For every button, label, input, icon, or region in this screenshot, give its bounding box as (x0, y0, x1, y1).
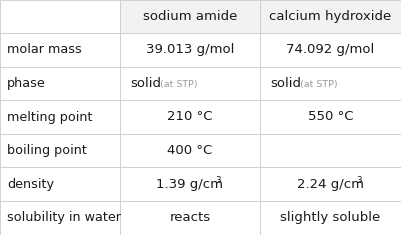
Text: 39.013 g/mol: 39.013 g/mol (146, 43, 234, 56)
Bar (260, 167, 401, 201)
Text: melting point: melting point (7, 110, 93, 124)
Text: 3: 3 (356, 176, 362, 185)
Bar (0, 67, 120, 100)
Text: 2.24 g/cm: 2.24 g/cm (297, 178, 364, 191)
Bar (260, 0, 401, 33)
Text: 3: 3 (216, 176, 221, 185)
Text: phase: phase (7, 77, 46, 90)
Text: (at STP): (at STP) (300, 80, 338, 89)
Bar (260, 201, 401, 235)
Bar (0, 0, 120, 33)
Bar (260, 67, 401, 100)
Bar (0, 134, 120, 167)
Bar (120, 0, 260, 33)
Bar (0, 167, 120, 201)
Bar (0, 33, 120, 67)
Text: sodium amide: sodium amide (143, 10, 237, 23)
Text: (at STP): (at STP) (160, 80, 198, 89)
Text: calcium hydroxide: calcium hydroxide (269, 10, 392, 23)
Text: 400 °C: 400 °C (167, 144, 213, 157)
Text: molar mass: molar mass (7, 43, 82, 56)
Bar (260, 134, 401, 167)
Text: boiling point: boiling point (7, 144, 87, 157)
Bar (120, 100, 260, 134)
Text: solid: solid (270, 77, 301, 90)
Bar (0, 100, 120, 134)
Text: solubility in water: solubility in water (7, 211, 121, 224)
Text: density: density (7, 178, 54, 191)
Bar (120, 33, 260, 67)
Text: 210 °C: 210 °C (167, 110, 213, 124)
Bar (260, 100, 401, 134)
Text: slightly soluble: slightly soluble (280, 211, 381, 224)
Bar (120, 67, 260, 100)
Text: reacts: reacts (170, 211, 211, 224)
Text: solid: solid (130, 77, 161, 90)
Bar (120, 167, 260, 201)
Bar (120, 134, 260, 167)
Text: 74.092 g/mol: 74.092 g/mol (286, 43, 375, 56)
Bar (120, 201, 260, 235)
Bar (260, 33, 401, 67)
Bar (0, 201, 120, 235)
Text: 1.39 g/cm: 1.39 g/cm (156, 178, 223, 191)
Text: 550 °C: 550 °C (308, 110, 353, 124)
